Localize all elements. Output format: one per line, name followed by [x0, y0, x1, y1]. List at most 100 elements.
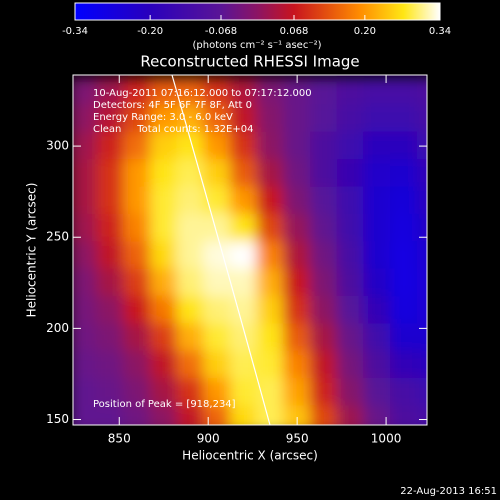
timestamp: 22-Aug-2013 16:51 [400, 486, 497, 497]
heatmap-cell [390, 77, 418, 106]
heatmap-cell [416, 104, 427, 133]
heatmap-cell [96, 159, 125, 188]
heatmap-cell [336, 295, 365, 325]
heatmap-cell [336, 323, 365, 352]
heatmap-cell [416, 295, 427, 325]
heatmap-cell [73, 77, 98, 106]
heatmap-cell [309, 159, 338, 188]
heatmap-cell [123, 378, 151, 407]
heatmap-cell [229, 323, 258, 352]
heatmap-cell [283, 295, 311, 325]
heatmap-cell [229, 295, 258, 325]
heatmap-cell [363, 405, 392, 425]
heatmap-cell [176, 295, 205, 325]
heatmap-cell [363, 213, 392, 243]
heatmap-cell [203, 378, 231, 407]
annotation: Detectors: 4F 5F 6F 7F 8F, Att 0 [93, 100, 252, 111]
heatmap-cell [149, 131, 178, 161]
heatmap-cell [123, 159, 151, 188]
heatmap-cell [203, 350, 231, 380]
heatmap-cell [283, 131, 311, 161]
heatmap-cell [203, 268, 231, 297]
peak-label: Position of Peak = [918,234] [93, 399, 236, 410]
colorbar-tick-label: 0.34 [429, 26, 451, 37]
heatmap-cell [123, 131, 151, 161]
heatmap-cell [390, 241, 418, 270]
heatmap-cell [336, 378, 365, 407]
heatmap-cell [229, 268, 258, 297]
heatmap-cell [416, 186, 427, 215]
heatmap-cell [149, 405, 178, 425]
heatmap-cell [363, 323, 392, 352]
x-tick-label: 900 [197, 432, 220, 446]
heatmap-cell [283, 350, 311, 380]
heatmap-cell [416, 213, 427, 243]
heatmap-cell [176, 77, 205, 106]
colorbar-frame [74, 2, 441, 21]
annotation: Clean Total counts: 1.32E+04 [93, 124, 253, 135]
heatmap-cell [73, 350, 98, 380]
heatmap-cell [203, 131, 231, 161]
heatmap-cell [416, 268, 427, 297]
heatmap-cell [149, 295, 178, 325]
heatmap-cell [416, 405, 427, 425]
heatmap-cell [149, 186, 178, 215]
heatmap-cell [123, 295, 151, 325]
heatmap-cell [229, 186, 258, 215]
heatmap-cell [309, 295, 338, 325]
heatmap-cell [73, 295, 98, 325]
heatmap-cell [73, 323, 98, 352]
heatmap-cell [309, 378, 338, 407]
heatmap-cell [416, 378, 427, 407]
colorbar-tick-label: 0.20 [354, 26, 376, 37]
heatmap-cell [256, 323, 285, 352]
heatmap-cell [363, 295, 392, 325]
heatmap-cell [149, 213, 178, 243]
heatmap-cell [123, 323, 151, 352]
solar-limb [171, 75, 271, 425]
y-tick-label: 300 [46, 139, 69, 153]
heatmap-cell [363, 268, 392, 297]
heatmap-cell [176, 268, 205, 297]
heatmap-cell [283, 268, 311, 297]
heatmap-cell [309, 323, 338, 352]
heatmap-cell [336, 405, 365, 425]
heatmap-cell [176, 241, 205, 270]
heatmap-cell [176, 323, 205, 352]
heatmap-cell [256, 213, 285, 243]
heatmap-cell [256, 241, 285, 270]
heatmap-cell [203, 213, 231, 243]
heatmap-cell [363, 241, 392, 270]
heatmap-cell [283, 241, 311, 270]
heatmap-cell [256, 159, 285, 188]
heatmap-cell [309, 213, 338, 243]
y-tick-label: 200 [46, 321, 69, 335]
heatmap-cell [73, 159, 98, 188]
heatmap-cell [309, 104, 338, 133]
heatmap-cell [176, 213, 205, 243]
heatmap-cell [123, 241, 151, 270]
heatmap-cell [203, 159, 231, 188]
heatmap-cell [176, 131, 205, 161]
heatmap-cell [363, 350, 392, 380]
heatmap-cell [390, 186, 418, 215]
heatmap-cell [256, 295, 285, 325]
heatmap-cell [203, 295, 231, 325]
y-tick-label: 150 [46, 412, 69, 426]
y-tick-label: 250 [46, 230, 69, 244]
heatmap-cell [390, 295, 418, 325]
x-tick-label: 950 [286, 432, 309, 446]
heatmap-cell [390, 378, 418, 407]
heatmap-cell [309, 131, 338, 161]
heatmap-cell [176, 405, 205, 425]
heatmap-cell [229, 378, 258, 407]
heatmap-cell [363, 104, 392, 133]
heatmap-cell [176, 350, 205, 380]
heatmap-cell [229, 405, 258, 425]
heatmap-cell [256, 405, 285, 425]
heatmap-cell [96, 350, 125, 380]
heatmap-cell [283, 323, 311, 352]
heatmap-cell [256, 104, 285, 133]
x-tick-label: 850 [108, 432, 131, 446]
heatmap-cell [149, 104, 178, 133]
